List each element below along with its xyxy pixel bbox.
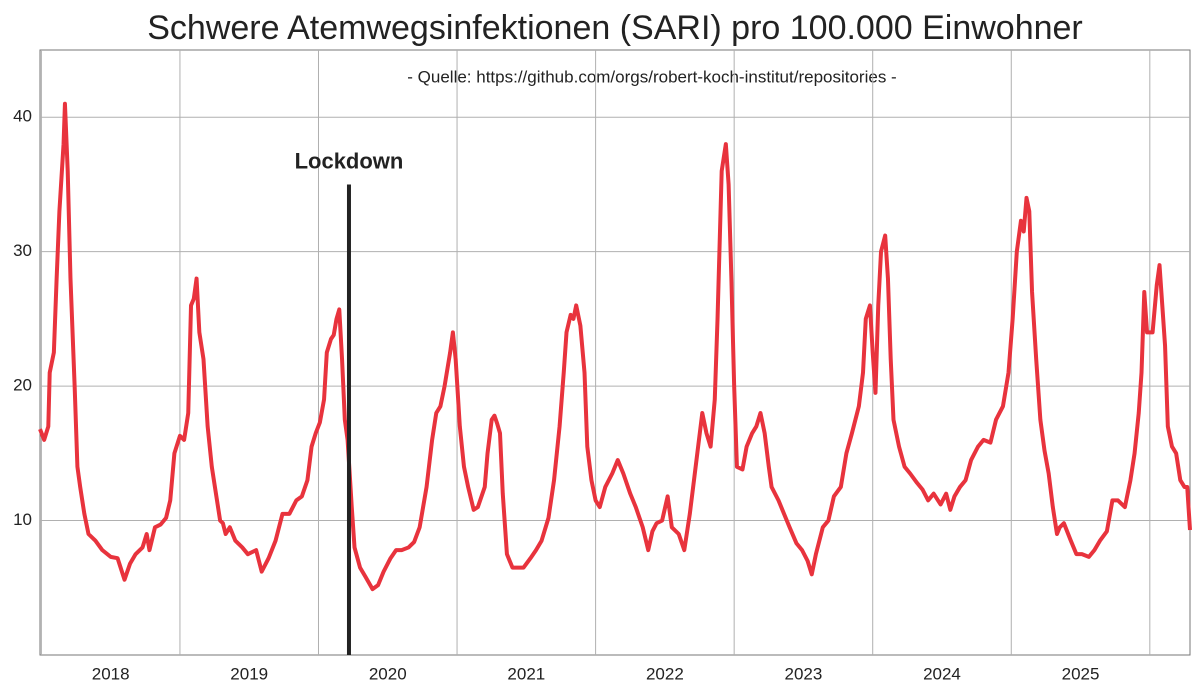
y-tick-label: 10 <box>13 510 32 529</box>
plot-frame <box>39 49 1191 656</box>
data-line <box>38 101 1192 592</box>
x-tick-label: 2025 <box>1062 664 1100 683</box>
annotation-label: Lockdown <box>295 148 404 173</box>
y-tick-label: 40 <box>13 107 32 126</box>
x-tick-label: 2022 <box>646 664 684 683</box>
y-tick-label: 30 <box>13 241 32 260</box>
chart-subtitle: - Quelle: https://github.com/orgs/robert… <box>407 67 896 86</box>
chart-title: Schwere Atemwegsinfektionen (SARI) pro 1… <box>147 9 1083 47</box>
x-tick-label: 2018 <box>92 664 130 683</box>
x-tick-label: 2021 <box>507 664 545 683</box>
y-tick-label: 20 <box>13 376 32 395</box>
x-tick-label: 2024 <box>923 664 961 683</box>
x-tick-label: 2023 <box>785 664 823 683</box>
x-tick-label: 2020 <box>369 664 407 683</box>
x-tick-label: 2019 <box>230 664 268 683</box>
